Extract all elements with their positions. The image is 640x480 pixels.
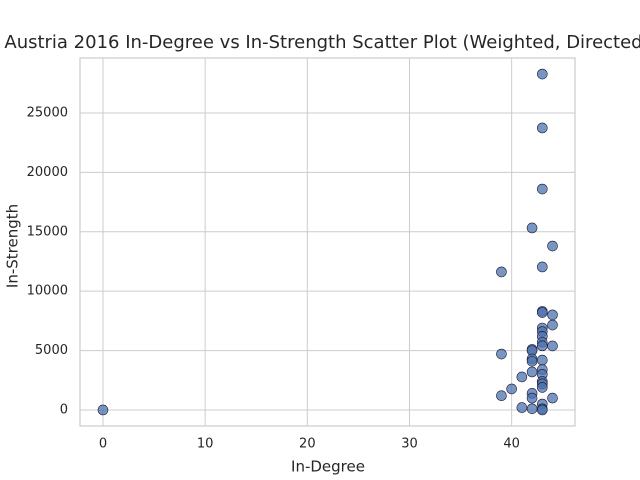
x-tick-label: 20 (299, 437, 316, 452)
point (516, 402, 528, 413)
x-tick-label: 0 (99, 437, 107, 452)
point (537, 307, 548, 318)
point (547, 392, 558, 404)
x-tick-label: 40 (503, 437, 520, 452)
point (537, 122, 548, 134)
point (537, 261, 548, 273)
point (526, 392, 538, 404)
y-axis-label: In-Strength (4, 204, 22, 288)
point (97, 404, 109, 416)
point (537, 354, 548, 366)
point (526, 355, 538, 367)
point (547, 240, 558, 252)
point (547, 319, 558, 331)
plot-frame (79, 57, 576, 427)
x-tick-label: 10 (197, 437, 214, 452)
point (537, 183, 548, 195)
point (506, 383, 517, 395)
y-tick-label: 25000 (27, 105, 68, 120)
x-tick-label: 30 (401, 437, 418, 452)
point (496, 266, 507, 278)
chart-title: Austria 2016 In-Degree vs In-Strength Sc… (4, 32, 640, 53)
point (547, 309, 558, 321)
y-tick-label: 20000 (27, 165, 68, 180)
point (537, 340, 548, 352)
point (496, 348, 507, 360)
point (547, 340, 558, 352)
point (537, 404, 548, 416)
point (537, 68, 548, 80)
x-axis-label: In-Degree (291, 458, 365, 476)
point (516, 371, 528, 383)
point (496, 390, 507, 402)
y-tick-label: 15000 (27, 224, 68, 239)
y-tick-label: 5000 (35, 343, 68, 358)
point (526, 222, 538, 234)
point (526, 403, 538, 415)
y-tick-label: 0 (60, 402, 68, 417)
y-tick-label: 10000 (27, 284, 68, 299)
point (526, 366, 538, 378)
point (537, 382, 548, 393)
